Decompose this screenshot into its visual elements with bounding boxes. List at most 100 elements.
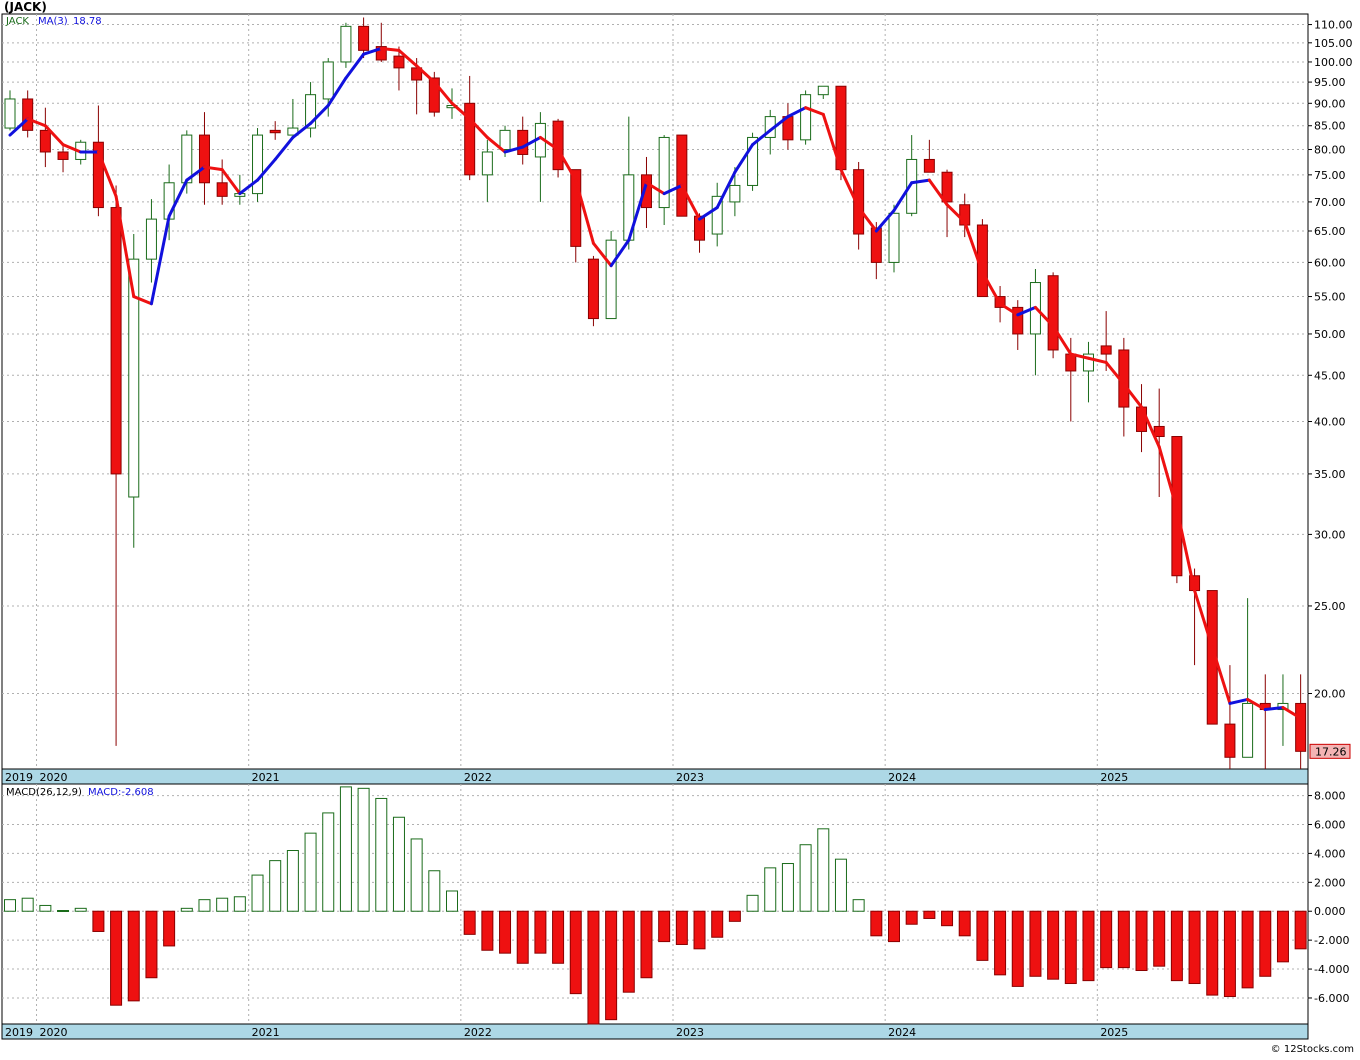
price-y-tick-label: 55.00	[1314, 291, 1346, 304]
price-y-tick-label: 25.00	[1314, 600, 1346, 613]
candle-body	[1153, 425, 1165, 438]
macd-x-tick-label: 2020	[40, 1026, 68, 1039]
ma3-line-segment	[892, 181, 914, 212]
candle-body	[181, 134, 193, 184]
price-y-tick-label: 80.00	[1314, 144, 1346, 157]
macd-bar	[1294, 910, 1307, 950]
macd-bar	[834, 858, 847, 912]
ma3-line-segment	[220, 168, 242, 196]
macd-bar	[216, 897, 229, 912]
candle-body	[198, 134, 210, 184]
macd-y-tick-label: -2.000	[1314, 934, 1349, 947]
candle-body	[676, 134, 688, 217]
candle-body	[464, 102, 476, 176]
price-x-tick-label: 2020	[40, 771, 68, 784]
macd-bar	[534, 910, 547, 954]
ma3-line-segment	[450, 101, 472, 121]
macd-legend-value: MACD:-2.608	[88, 787, 154, 798]
macd-y-tick-label: 6.000	[1314, 818, 1346, 831]
macd-bar	[552, 910, 565, 964]
macd-bar	[1276, 910, 1289, 963]
ma3-line-segment	[1228, 697, 1250, 705]
macd-bar	[163, 910, 176, 947]
ma3-line-segment	[1263, 705, 1285, 712]
ma3-line-segment	[680, 183, 702, 221]
candle-body	[870, 227, 882, 263]
macd-bar	[675, 910, 688, 945]
macd-bar	[110, 910, 123, 1006]
candle-body	[322, 61, 334, 100]
ma3-line-segment	[362, 46, 383, 56]
price-y-tick-label: 20.00	[1314, 688, 1346, 701]
ma3-line-segment	[132, 295, 153, 306]
candle-body	[481, 151, 493, 176]
chart-title: (JACK)	[4, 0, 47, 14]
ma3-line-segment	[945, 203, 967, 224]
legend-symbol: JACK	[5, 16, 29, 27]
macd-bar	[1117, 910, 1130, 969]
ma3-line-segment	[8, 117, 30, 137]
macd-bar	[180, 907, 193, 912]
price-y-tick-label: 30.00	[1314, 528, 1346, 541]
macd-bar	[357, 787, 370, 912]
macd-x-tick-label: 2021	[252, 1026, 280, 1039]
candle-body	[906, 158, 918, 214]
ma3-line-segment	[927, 178, 949, 207]
macd-bar	[499, 910, 512, 954]
ma3-line-segment	[61, 143, 83, 154]
macd-bar	[622, 910, 635, 993]
price-y-tick-label: 110.00	[1314, 19, 1353, 32]
price-y-tick-label: 50.00	[1314, 328, 1346, 341]
macd-bar	[1170, 910, 1183, 982]
ma3-line-segment	[273, 135, 295, 161]
macd-bar	[57, 910, 70, 913]
candle-body	[1242, 702, 1254, 758]
candle-body	[853, 169, 865, 235]
macd-bar	[39, 904, 52, 912]
macd-bar	[127, 910, 140, 1002]
macd-x-tick-label: 2024	[888, 1026, 916, 1039]
macd-bar	[976, 910, 989, 961]
macd-bar	[145, 910, 158, 979]
ma3-line-segment	[503, 145, 525, 154]
macd-x-tick-label: 2025	[1100, 1026, 1128, 1039]
ma3-line-segment	[1246, 697, 1267, 712]
candle-body	[145, 218, 157, 260]
macd-bar	[799, 844, 812, 912]
ma3-line-segment	[1193, 589, 1214, 649]
price-x-tick-label: 2022	[464, 771, 492, 784]
ma3-line-segment	[980, 270, 1002, 306]
ma3-line-segment	[485, 135, 507, 154]
macd-bar	[339, 786, 352, 912]
candle-body	[110, 207, 122, 475]
macd-bar	[764, 867, 777, 912]
macd-y-tick-label: 4.000	[1314, 847, 1346, 860]
macd-y-tick-label: 8.000	[1314, 790, 1346, 803]
ma3-line-segment	[874, 208, 896, 233]
ma3-line-segment	[397, 48, 419, 68]
candle-body	[287, 127, 299, 136]
candle-body	[4, 98, 16, 129]
macd-bar	[711, 910, 724, 938]
candle-body	[1065, 353, 1077, 372]
macd-title: MACD(26,12,9)	[6, 787, 82, 798]
ma3-line-segment	[114, 194, 136, 299]
macd-bar	[888, 910, 900, 943]
ma3-line-segment	[1175, 507, 1197, 593]
macd-bar	[463, 910, 476, 935]
ma3-line-segment	[326, 76, 348, 107]
candle-body	[711, 195, 723, 235]
macd-bar	[905, 910, 918, 925]
candle-body	[570, 169, 582, 247]
macd-bar	[446, 890, 458, 912]
candle-body	[269, 129, 281, 134]
candle-body	[375, 46, 387, 61]
macd-bar	[392, 816, 405, 912]
macd-bar	[1188, 910, 1201, 985]
macd-bar	[251, 874, 264, 912]
macd-y-tick-label: -4.000	[1314, 963, 1349, 976]
macd-bar	[658, 910, 671, 943]
ma3-line-segment	[627, 181, 648, 242]
price-y-tick-label: 85.00	[1314, 120, 1346, 133]
macd-bar	[1011, 910, 1024, 987]
